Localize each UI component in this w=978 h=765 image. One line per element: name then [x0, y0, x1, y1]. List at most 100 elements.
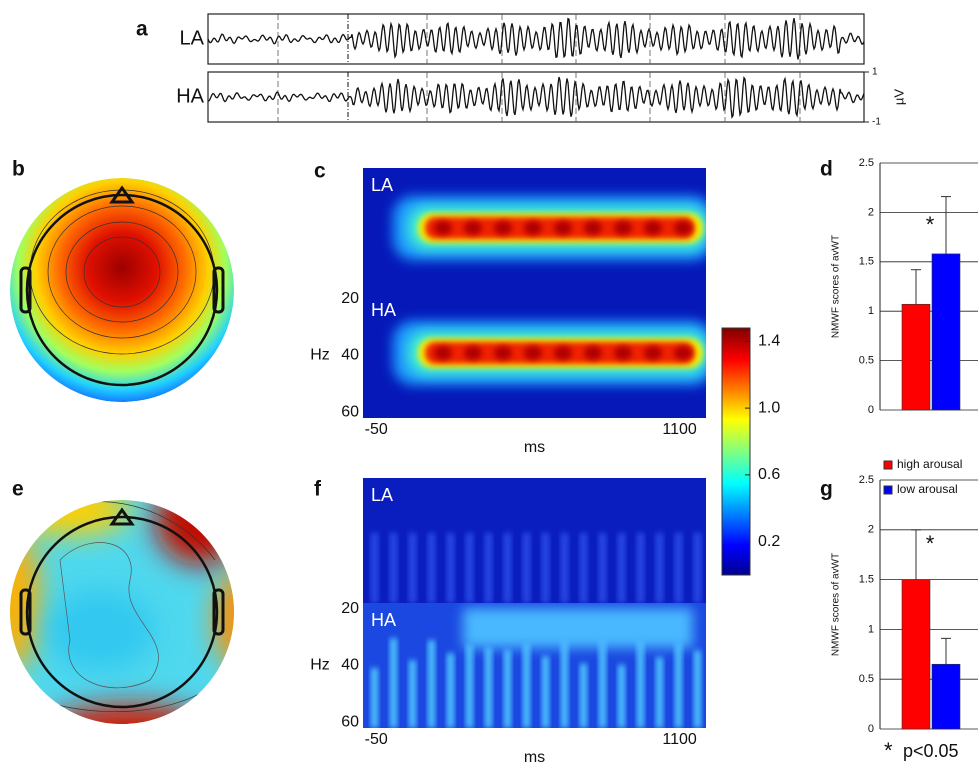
heatmap-peak [524, 346, 542, 360]
y-tick-label: 2.5 [859, 474, 874, 486]
y-tick-label: 60 [341, 714, 359, 731]
heatmap-panel [363, 603, 706, 728]
y-tick-label: 1 [868, 305, 874, 317]
topo-field [10, 178, 234, 402]
heatmap-peak [614, 346, 632, 360]
y-axis-label: NMWF scores of avWT [831, 553, 842, 656]
heatmap-peak [644, 221, 662, 235]
heatmap-streak [542, 533, 549, 603]
heatmap-streak [656, 533, 663, 603]
y-axis-label: NMWF scores of avWT [831, 235, 842, 338]
heatmap-peak [614, 221, 632, 235]
heatmap-panel [363, 168, 706, 293]
colorbar-tick-label: 1.0 [758, 399, 780, 416]
y-tick-label: 0 [868, 404, 874, 416]
legend-label: high arousal [897, 457, 962, 471]
significance-mark: * [926, 531, 935, 556]
ear [19, 588, 32, 636]
waveform-box [207, 71, 865, 123]
head-outline [25, 515, 219, 709]
heatmap-streak [371, 533, 378, 603]
heatmap-streak [580, 663, 587, 728]
y-tick-label: 1 [868, 623, 874, 635]
head-outline [25, 193, 219, 387]
y-tick-label: 0.5 [859, 673, 874, 685]
heatmap-peak [434, 221, 452, 235]
heatmap-peak [494, 346, 512, 360]
heatmap-glow [463, 608, 693, 648]
panel-label: c [314, 160, 326, 183]
y-tick-label: -1 [872, 117, 881, 128]
heatmap-peak [494, 221, 512, 235]
contour [83, 236, 161, 308]
y-tick-label: 1.5 [859, 574, 874, 586]
heatmap-streak [447, 653, 454, 728]
y-tick-label: 40 [341, 657, 359, 674]
topo-blob [40, 705, 220, 724]
row-label: LA [180, 27, 205, 49]
y-tick-label: 60 [341, 404, 359, 421]
y-tick-label: 0 [868, 723, 874, 735]
heatmap-streak [618, 533, 625, 603]
panel-label: f [314, 478, 322, 501]
nose [109, 185, 135, 204]
y-tick-label: 1 [872, 67, 878, 78]
y-tick-label: 2 [868, 524, 874, 536]
heatmap-streak [694, 533, 701, 603]
heatmap-streak [580, 533, 587, 603]
row-label: HA [176, 85, 204, 107]
heatmap-streak [599, 638, 606, 728]
contour [59, 542, 159, 689]
heatmap-streak [694, 650, 701, 728]
topo-blob [215, 570, 234, 670]
x-tick-label: 1100 [662, 731, 697, 748]
heatmap-streak [561, 533, 568, 603]
heatmap-streak [656, 657, 663, 728]
heatmap-peak [464, 346, 482, 360]
x-axis-label: ms [524, 439, 545, 456]
contour [47, 205, 197, 339]
unit-label: µV [891, 89, 906, 105]
ear [212, 266, 225, 314]
panel-label: d [820, 158, 833, 181]
colorbar-tick-label: 0.2 [758, 533, 780, 550]
y-tick-label: 0.5 [859, 355, 874, 367]
heatmap-streak [390, 638, 397, 728]
topomap [10, 178, 234, 402]
ear [19, 266, 32, 314]
colorbar-tick-label: 1.4 [758, 333, 780, 350]
x-axis-label: ms [524, 749, 545, 765]
heatmap-streak [485, 647, 492, 728]
heatmap-streak [466, 533, 473, 603]
heatmap-streak [447, 533, 454, 603]
topo-blob [10, 500, 130, 535]
heatmap-streak [675, 533, 682, 603]
waveform [207, 75, 865, 119]
heatmap-streak [542, 656, 549, 728]
heatmap-streak [371, 668, 378, 728]
y-tick-label: 2 [868, 206, 874, 218]
heatmap-peak [584, 221, 602, 235]
ear [212, 588, 225, 636]
heatmap-streak [637, 638, 644, 728]
legend-swatch [883, 485, 893, 495]
heatmap-streak [409, 660, 416, 728]
heatmap-bg [363, 478, 706, 603]
topo-blob [45, 590, 155, 670]
heatmap-peak [584, 346, 602, 360]
y-axis-label: Hz [310, 347, 330, 364]
heatmap-streak [485, 533, 492, 603]
legend-label: low arousal [897, 482, 958, 496]
y-axis-label: Hz [310, 657, 330, 674]
row-label: HA [371, 610, 396, 630]
heatmap-streak [390, 533, 397, 603]
y-tick-label: 40 [341, 347, 359, 364]
heatmap-streak [599, 533, 606, 603]
x-tick-label: 1100 [662, 421, 697, 438]
heatmap-streak [523, 533, 530, 603]
heatmap-peak [554, 221, 572, 235]
heatmap-peak [554, 346, 572, 360]
panel-label: b [12, 158, 25, 181]
